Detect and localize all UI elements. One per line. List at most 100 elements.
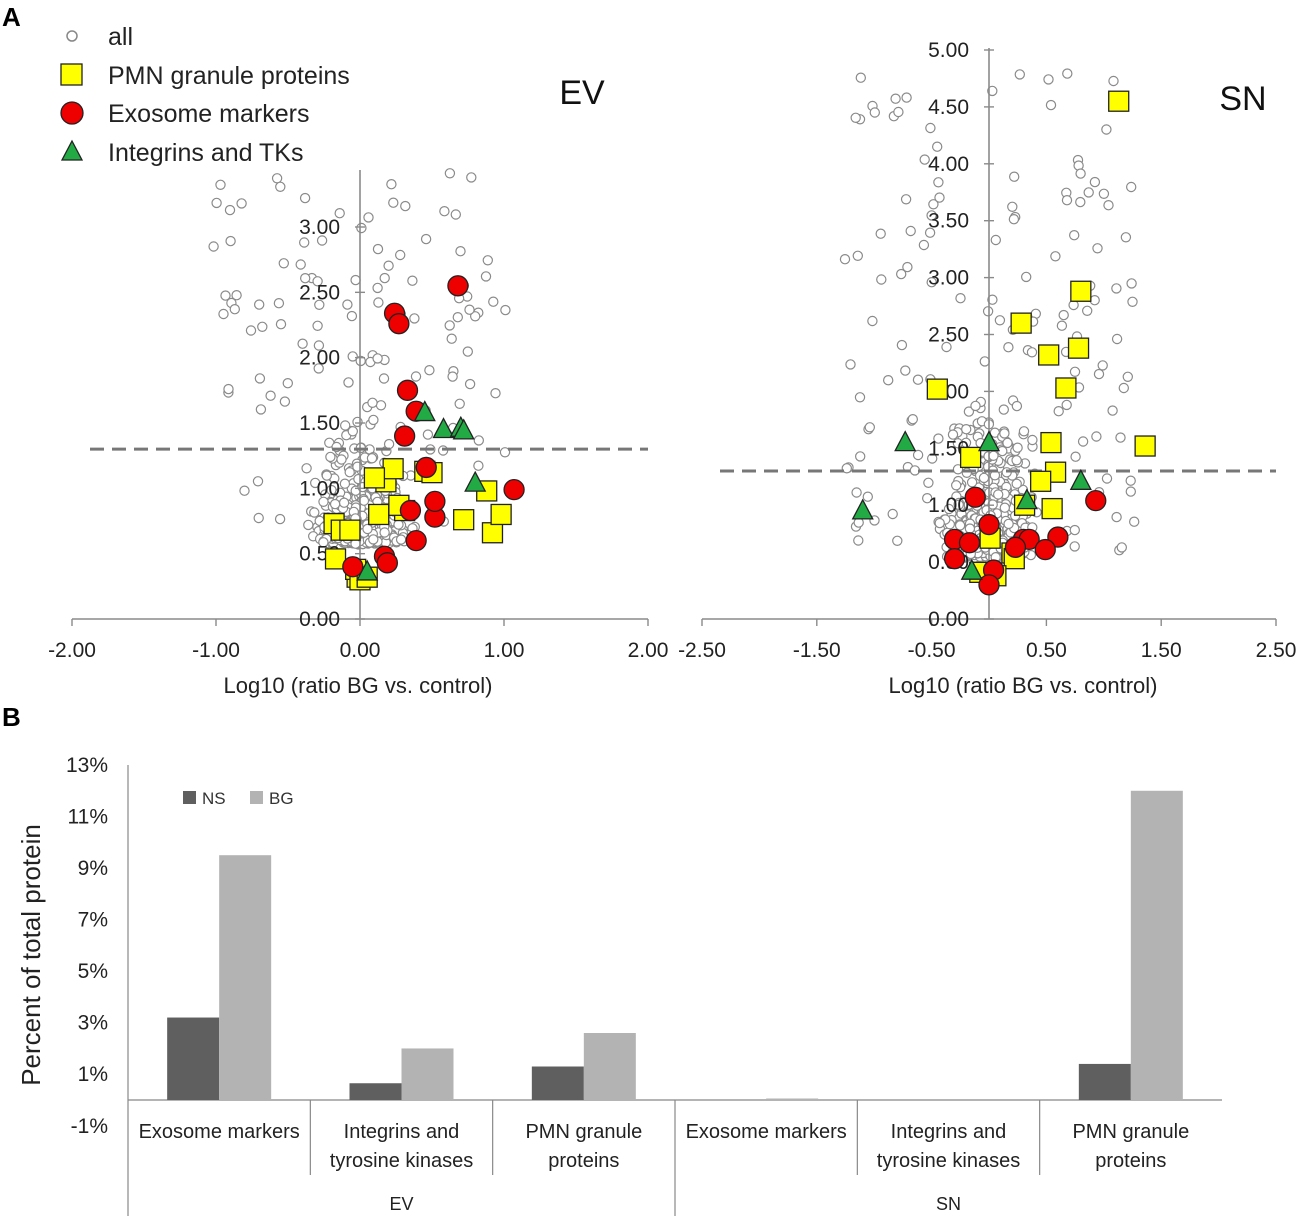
background-point — [282, 378, 293, 389]
background-point — [1008, 213, 1020, 225]
integrin-tk-point — [356, 559, 379, 581]
background-point — [452, 312, 463, 323]
background-point — [1061, 399, 1072, 411]
background-point — [850, 112, 861, 124]
background-point — [941, 341, 952, 353]
background-point — [893, 106, 904, 118]
background-point — [1027, 434, 1038, 446]
integrin-tk-point — [432, 417, 455, 439]
background-point — [314, 299, 325, 310]
legend-label-integrins: Integrins and TKs — [108, 139, 303, 167]
background-point — [422, 429, 434, 440]
scatter-legend: all PMN granule proteins Exosome markers… — [60, 23, 350, 167]
background-point — [372, 353, 383, 364]
background-point — [883, 375, 894, 386]
pmn-granule-point — [1055, 377, 1077, 399]
background-point — [378, 373, 390, 384]
x-tick-label: 2.00 — [628, 639, 669, 662]
exosome-marker-point — [396, 379, 419, 401]
background-point — [253, 512, 264, 524]
y-tick-label: 2.50 — [299, 281, 340, 304]
background-point — [993, 489, 1004, 500]
background-point — [1020, 271, 1032, 283]
background-point — [223, 383, 234, 395]
pmn-granule-point — [453, 509, 475, 531]
background-point — [464, 304, 475, 315]
background-point — [1091, 431, 1102, 442]
background-point — [409, 313, 420, 324]
background-point — [340, 420, 351, 431]
background-point — [902, 261, 913, 273]
background-point — [366, 453, 378, 464]
background-point — [1122, 371, 1134, 382]
background-point — [344, 467, 355, 478]
background-point — [318, 496, 329, 507]
x-tick-label: -2.00 — [48, 639, 96, 662]
pmn-granule-point — [481, 522, 504, 544]
background-point — [887, 508, 898, 520]
background-point — [1077, 436, 1089, 447]
background-point — [420, 233, 432, 245]
background-point — [395, 534, 407, 545]
x-tick-label: 0.00 — [340, 639, 381, 662]
x-tick-label: -0.50 — [908, 639, 956, 662]
background-point — [424, 365, 435, 376]
exosome-marker-point — [376, 552, 399, 574]
y-tick-label: 3.00 — [928, 267, 969, 290]
background-point — [876, 274, 887, 285]
exosome-marker-point — [964, 486, 986, 508]
ev-volcano-plot: -2.00 -1.00 0.00 1.00 2.000.000.501.001.502.… — [48, 170, 668, 662]
exosome-marker-point — [943, 548, 966, 570]
background-point — [1128, 516, 1140, 527]
background-point — [869, 107, 881, 118]
bar-bg — [1130, 790, 1183, 1100]
background-point — [979, 356, 991, 367]
background-point — [955, 293, 966, 304]
integrin-tk-point — [894, 430, 917, 452]
background-point — [325, 451, 336, 463]
background-point — [961, 424, 972, 435]
background-point — [1125, 475, 1136, 486]
background-point — [356, 222, 367, 234]
background-point — [295, 259, 306, 270]
background-point — [919, 154, 930, 165]
background-point — [218, 308, 229, 320]
bar-y-tick-label: 11% — [68, 806, 108, 829]
background-point — [999, 428, 1010, 439]
background-point — [245, 325, 257, 336]
background-point — [274, 513, 286, 525]
background-point — [926, 277, 937, 288]
bar-ns — [167, 1017, 220, 1100]
background-point — [963, 406, 975, 417]
background-point — [1050, 251, 1061, 262]
background-point — [229, 304, 240, 315]
background-point — [1012, 442, 1023, 453]
background-point — [900, 194, 912, 205]
bar-ns — [1078, 1063, 1131, 1100]
background-point — [1069, 541, 1080, 552]
background-point — [297, 338, 308, 349]
exosome-marker-point — [447, 275, 469, 297]
background-point — [987, 294, 998, 305]
x-tick-label: 1.50 — [1141, 639, 1182, 662]
background-point — [999, 502, 1011, 513]
bar-category-label: PMN granule proteins — [525, 1121, 642, 1172]
sn-x-axis-title: Log10 (ratio BG vs. control) — [888, 673, 1157, 698]
background-point — [1108, 75, 1119, 87]
background-point — [312, 320, 323, 331]
background-point — [444, 168, 456, 179]
bar-legend-label-ns: NS — [202, 789, 226, 808]
background-point — [966, 477, 978, 488]
background-point — [933, 433, 944, 444]
background-point — [1089, 176, 1101, 188]
background-point — [373, 297, 384, 308]
pmn-granule-point — [1108, 90, 1130, 112]
ev-plot-title: EV — [559, 74, 605, 112]
exosome-marker-point — [342, 556, 364, 578]
background-point — [462, 346, 473, 357]
bar-y-axis-title: Percent of total protein — [16, 824, 46, 1086]
bar-legend-swatch-bg — [250, 791, 263, 804]
background-point — [990, 234, 1002, 246]
background-point — [1111, 333, 1123, 345]
